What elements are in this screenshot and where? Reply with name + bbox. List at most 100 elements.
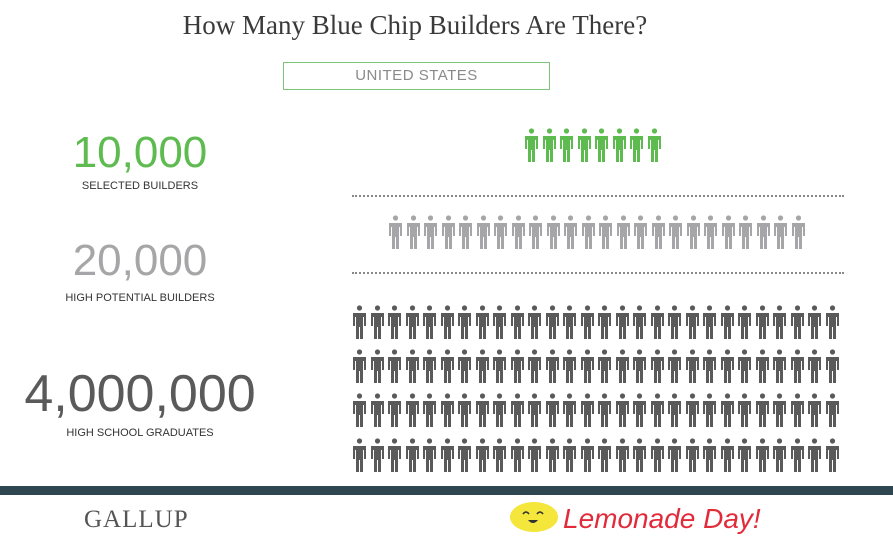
lemonade-day-logo: Lemonade Day! xyxy=(563,503,761,534)
person-icon xyxy=(405,393,419,427)
person-icon xyxy=(405,349,419,383)
person-icon xyxy=(529,215,542,249)
person-icon xyxy=(755,305,769,339)
person-icon xyxy=(703,393,716,427)
divider xyxy=(352,195,844,197)
person-icon xyxy=(598,438,611,472)
person-icon xyxy=(808,438,821,472)
person-icon xyxy=(525,128,538,162)
person-icon xyxy=(720,305,734,339)
person-icon xyxy=(720,349,734,383)
person-icon xyxy=(650,393,664,427)
person-icon xyxy=(545,349,559,383)
person-icon xyxy=(440,349,454,383)
person-icon xyxy=(563,349,576,383)
person-icon xyxy=(511,215,525,249)
person-icon xyxy=(773,438,786,472)
person-icon xyxy=(598,349,611,383)
person-icon xyxy=(790,438,804,472)
person-icon xyxy=(580,305,594,339)
person-icon xyxy=(703,438,716,472)
person-icon xyxy=(615,393,629,427)
person-icon xyxy=(563,438,576,472)
person-icon xyxy=(703,305,716,339)
person-icon xyxy=(475,438,489,472)
person-icon xyxy=(650,305,664,339)
person-icon xyxy=(598,305,611,339)
person-icon xyxy=(405,438,419,472)
person-icon xyxy=(353,393,366,427)
person-icon xyxy=(510,393,524,427)
person-icon xyxy=(755,438,769,472)
person-icon xyxy=(615,305,629,339)
person-icon xyxy=(599,215,612,249)
person-icon xyxy=(441,215,455,249)
person-icon xyxy=(528,438,541,472)
person-icon xyxy=(738,393,751,427)
person-icon xyxy=(739,215,752,249)
person-icon xyxy=(738,305,751,339)
person-icon xyxy=(528,305,541,339)
person-icon xyxy=(598,393,611,427)
person-icon xyxy=(510,349,524,383)
country-selector[interactable]: UNITED STATES xyxy=(283,62,550,90)
person-icon xyxy=(721,215,735,249)
person-icon xyxy=(476,215,490,249)
person-icon-row xyxy=(524,128,664,162)
person-icon xyxy=(650,438,664,472)
person-icon xyxy=(580,349,594,383)
person-icon xyxy=(493,305,506,339)
person-icon xyxy=(720,438,734,472)
person-icon xyxy=(685,349,699,383)
person-icon xyxy=(458,305,471,339)
gallup-logo: GALLUP xyxy=(84,506,189,533)
person-icon xyxy=(595,128,608,162)
person-icon xyxy=(633,438,646,472)
person-icon xyxy=(353,438,366,472)
person-icon xyxy=(669,215,682,249)
person-icon xyxy=(686,215,700,249)
person-icon xyxy=(633,305,646,339)
person-icon xyxy=(370,305,384,339)
footer-bar xyxy=(0,486,893,495)
person-icon xyxy=(615,438,629,472)
person-icon xyxy=(580,393,594,427)
person-icon xyxy=(423,305,436,339)
person-icon xyxy=(577,128,591,162)
high-potential-value: 20,000 xyxy=(72,236,208,285)
person-icon-row xyxy=(352,393,842,427)
person-icon xyxy=(475,349,489,383)
person-icon xyxy=(647,128,661,162)
person-icon xyxy=(668,438,681,472)
person-icon xyxy=(791,215,805,249)
person-icon xyxy=(704,215,717,249)
person-icon xyxy=(668,393,681,427)
person-icon xyxy=(458,349,471,383)
person-icon xyxy=(388,349,401,383)
person-icon xyxy=(563,305,576,339)
person-icon xyxy=(563,393,576,427)
lemon-icon xyxy=(510,502,558,532)
person-icon xyxy=(825,349,839,383)
person-icon xyxy=(738,349,751,383)
person-icon xyxy=(493,349,506,383)
selected-builders-value: 10,000 xyxy=(72,128,208,177)
person-icon xyxy=(790,349,804,383)
person-icon xyxy=(440,393,454,427)
graduates-value: 4,000,000 xyxy=(24,365,256,423)
person-icon xyxy=(423,349,436,383)
person-icon xyxy=(510,305,524,339)
person-icon xyxy=(560,128,573,162)
person-icon xyxy=(370,393,384,427)
person-icon xyxy=(424,215,437,249)
person-icon xyxy=(773,393,786,427)
person-icon xyxy=(685,438,699,472)
person-icon xyxy=(459,215,472,249)
person-icon xyxy=(755,349,769,383)
person-icon xyxy=(423,438,436,472)
person-icon xyxy=(405,305,419,339)
person-icon xyxy=(423,393,436,427)
person-icon xyxy=(685,305,699,339)
person-icon xyxy=(370,349,384,383)
person-icon xyxy=(633,393,646,427)
